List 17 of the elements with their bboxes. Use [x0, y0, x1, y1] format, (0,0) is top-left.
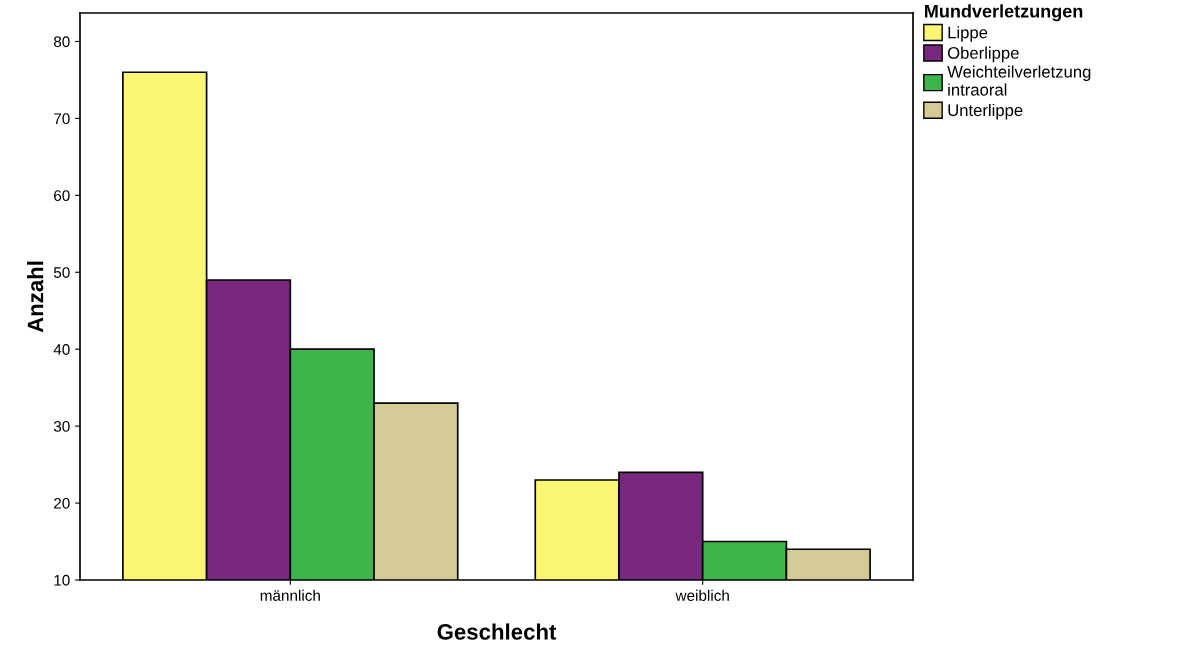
y-tick-label: 20: [54, 497, 70, 509]
x-tick-label: männlich: [260, 589, 320, 601]
legend-title: Mundverletzungen: [925, 4, 1083, 22]
x-axis-title: Geschlecht: [437, 623, 557, 640]
x-tick-label: weiblich: [675, 589, 729, 601]
legend-label: Lippe: [948, 26, 988, 42]
y-tick-label: 70: [54, 113, 70, 125]
y-axis-title: Anzahl: [27, 261, 44, 333]
y-tick-label: 60: [54, 190, 70, 202]
y-tick-label: 80: [53, 36, 70, 48]
legend-label: Unterlippe: [948, 103, 1023, 120]
legend-label: Oberlippe: [947, 46, 1019, 63]
y-tick-label: 10: [54, 574, 70, 586]
y-tick-label: 30: [53, 421, 70, 432]
y-tick-label: 40: [53, 344, 70, 355]
y-tick-label: 50: [53, 267, 70, 278]
legend-label: Weichteilverletzung intraoral: [947, 65, 1091, 96]
